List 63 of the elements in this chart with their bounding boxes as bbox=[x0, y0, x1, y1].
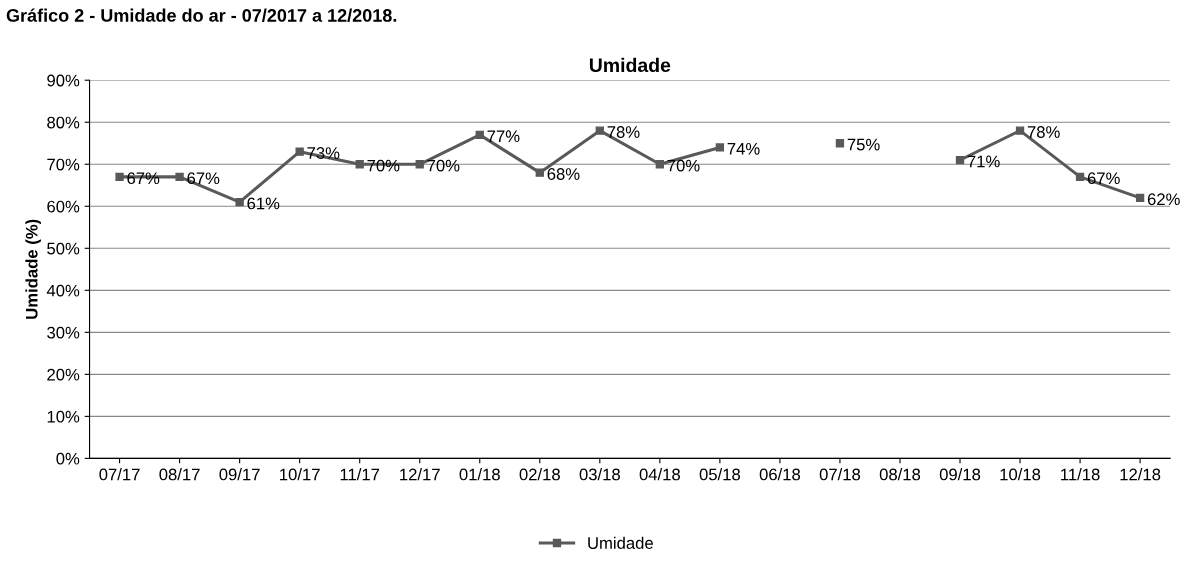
x-tick-label: 05/18 bbox=[699, 468, 741, 481]
data-label: 67% bbox=[1087, 172, 1120, 185]
chart-title: Umidade bbox=[589, 57, 671, 73]
x-tick-label: 12/18 bbox=[1120, 468, 1161, 481]
point bbox=[415, 160, 424, 169]
y-axis-title: Umidade (%) bbox=[25, 219, 41, 319]
point bbox=[355, 160, 364, 169]
x-tick-label: 01/18 bbox=[459, 468, 500, 481]
y-tick-label: 80% bbox=[47, 116, 80, 129]
point bbox=[1015, 126, 1025, 135]
data-label: 74% bbox=[727, 142, 760, 155]
x-tick-label: 07/18 bbox=[819, 468, 861, 481]
x-tick-label: 11/17 bbox=[340, 468, 380, 481]
data-label: 78% bbox=[1027, 126, 1060, 138]
point bbox=[475, 130, 484, 140]
x-tick-label: 09/17 bbox=[219, 468, 260, 481]
point bbox=[655, 160, 665, 169]
x-tick-label: 11/18 bbox=[1061, 468, 1100, 481]
x-tick-label: 12/17 bbox=[400, 468, 440, 481]
point bbox=[1135, 193, 1145, 203]
point bbox=[595, 126, 604, 135]
x-tick-label: 10/17 bbox=[280, 468, 320, 481]
y-tick-label: 70% bbox=[47, 158, 80, 171]
x-tick-label: 09/18 bbox=[939, 468, 981, 481]
y-tick-label: 10% bbox=[47, 410, 80, 423]
y-tick-label: 60% bbox=[47, 200, 80, 213]
data-label: 77% bbox=[487, 130, 520, 143]
y-tick-label: 30% bbox=[47, 326, 80, 339]
point bbox=[1075, 172, 1085, 182]
data-label: 75% bbox=[847, 138, 880, 151]
x-tick-label: 06/18 bbox=[759, 468, 801, 481]
x-tick-label: 07/17 bbox=[99, 468, 140, 481]
data-label: 70% bbox=[667, 159, 700, 172]
point bbox=[235, 197, 244, 207]
data-label: 61% bbox=[247, 197, 280, 210]
y-tick-label: 0% bbox=[56, 452, 80, 465]
point bbox=[715, 143, 725, 152]
data-label: 78% bbox=[607, 126, 640, 138]
data-label: 70% bbox=[427, 159, 460, 172]
y-tick-label: 40% bbox=[46, 284, 80, 297]
data-label: 71% bbox=[967, 155, 1000, 168]
data-label: 62% bbox=[1147, 193, 1180, 206]
data-label: 68% bbox=[547, 168, 580, 180]
x-tick-label: 04/18 bbox=[639, 468, 680, 481]
y-tick-label: 90% bbox=[47, 74, 80, 87]
point bbox=[955, 155, 965, 165]
x-tick-label: 10/18 bbox=[1000, 468, 1041, 481]
data-label: 67% bbox=[127, 172, 160, 185]
point bbox=[175, 172, 184, 182]
point bbox=[295, 147, 304, 156]
x-tick-label: 08/18 bbox=[879, 468, 921, 481]
data-label: 67% bbox=[187, 172, 220, 185]
y-tick-label: 20% bbox=[47, 368, 80, 381]
point bbox=[835, 139, 845, 148]
data-label: 70% bbox=[367, 159, 400, 172]
point bbox=[115, 172, 124, 182]
legend-label: Umidade bbox=[588, 536, 653, 549]
y-tick-label: 50% bbox=[47, 242, 80, 255]
x-tick-label: 03/18 bbox=[579, 468, 620, 481]
point bbox=[535, 168, 544, 177]
x-tick-label: 02/18 bbox=[519, 468, 560, 481]
x-tick-label: 08/17 bbox=[159, 468, 200, 481]
text: Gráfico 2 - Umidade do ar - 07/2017 a 12/2018. bbox=[6, 8, 397, 23]
